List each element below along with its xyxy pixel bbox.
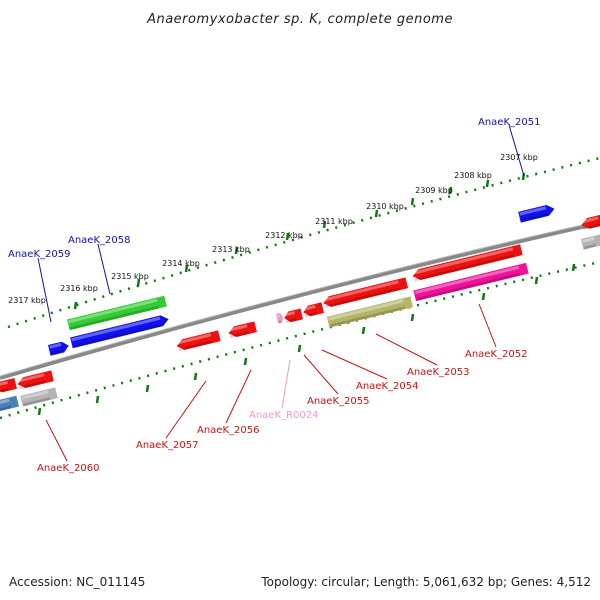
leader-line — [225, 369, 252, 424]
scale-tick — [243, 357, 248, 366]
genome-backbone — [0, 221, 600, 380]
gene-red-left — [0, 378, 17, 394]
gene-label[interactable]: AnaeK_2056 — [197, 425, 259, 436]
scale-tick — [234, 246, 239, 255]
gene-anaek-r0024 — [275, 312, 283, 324]
gene-anaek-2057a — [176, 330, 221, 352]
scale-tick — [410, 313, 415, 322]
gene-anaek-2055a — [303, 302, 325, 318]
scale-tick — [73, 301, 78, 310]
gene-anaek-2056a — [228, 321, 257, 339]
gene-label[interactable]: AnaeK_2055 — [307, 396, 369, 407]
scale-label: 2308 kbp — [454, 171, 492, 180]
scale-tick — [534, 276, 539, 285]
scale-label: 2315 kbp — [111, 272, 149, 281]
leader-line — [97, 243, 111, 295]
gene-red-edge — [581, 213, 600, 230]
scale-tick — [184, 264, 189, 273]
gene-gray-edge — [580, 234, 600, 250]
leader-line — [321, 349, 388, 380]
scale-tick — [285, 232, 290, 241]
gene-anaek-2053 — [326, 296, 414, 328]
gene-steel-left — [0, 395, 19, 413]
gene-anaek-2059 — [47, 341, 69, 356]
gene-anaek-2058 — [67, 295, 167, 331]
scale-tick — [136, 278, 141, 287]
accession-text: Accession: NC_011145 — [9, 575, 146, 589]
gene-anaek-2055b — [284, 308, 304, 323]
scale-label: 2313 kbp — [212, 245, 250, 254]
scale-tick — [448, 186, 453, 195]
gene-label[interactable]: AnaeK_2054 — [356, 381, 418, 392]
scale-label: 2317 kbp — [8, 296, 46, 305]
gene-label[interactable]: AnaeK_R0024 — [249, 410, 318, 421]
leader-line — [303, 354, 339, 395]
scale-tick — [361, 326, 366, 335]
leader-line — [165, 380, 207, 439]
scale-tick — [193, 372, 198, 381]
scale-tick — [571, 263, 576, 272]
gene-anaek-2054a — [323, 277, 409, 309]
scale-tick — [374, 209, 379, 218]
scale-label: 2314 kbp — [162, 259, 200, 268]
leader-line — [478, 303, 497, 348]
leader-line — [375, 333, 438, 366]
scale-label: 2312 kbp — [265, 231, 303, 240]
scale-tick — [481, 292, 486, 301]
scale-major-ticks — [37, 172, 576, 416]
scale-label: 2311 kbp — [315, 217, 353, 226]
gene-label[interactable]: AnaeK_2058 — [68, 235, 130, 246]
scale-tick — [485, 179, 490, 188]
genome-backbone-highlight — [0, 220, 600, 377]
scale-tick — [145, 384, 150, 393]
scale-tick — [410, 197, 415, 206]
scale-label: 2316 kbp — [60, 284, 98, 293]
leader-line — [508, 124, 525, 177]
map-title: Anaeromyxobacter sp. K, complete genome — [146, 12, 453, 27]
gene-labels: AnaeK_2051 AnaeK_2058 AnaeK_2059 AnaeK_2052… — [8, 117, 540, 474]
scale-label: 2310 kbp — [366, 202, 404, 211]
topology-text: Topology: circular; Length: 5,061,632 bp… — [261, 575, 591, 589]
gene-anaek-2052 — [413, 262, 529, 302]
gene-label[interactable]: AnaeK_2059 — [8, 249, 70, 260]
gene-anaek-2051 — [518, 205, 555, 223]
gene-features — [0, 205, 600, 413]
scale-tick — [95, 395, 100, 404]
gene-label[interactable]: AnaeK_2057 — [136, 440, 198, 451]
label-leader-lines — [37, 124, 525, 462]
gene-label[interactable]: AnaeK_2051 — [478, 117, 540, 128]
gene-anaek-2060a — [17, 370, 54, 390]
scale-tick — [297, 344, 302, 353]
scale-tick — [37, 407, 42, 416]
scale-tick — [322, 220, 327, 229]
leader-line — [37, 257, 52, 323]
gene-label[interactable]: AnaeK_2053 — [407, 367, 469, 378]
gene-label[interactable]: AnaeK_2052 — [465, 349, 527, 360]
scale-label: 2309 kbp — [415, 186, 453, 195]
leader-line — [281, 359, 291, 409]
gene-label[interactable]: AnaeK_2060 — [37, 463, 99, 474]
outer-scale-line — [7, 156, 600, 329]
leader-line — [45, 419, 68, 462]
gene-anaek-2060 — [20, 387, 58, 407]
gene-anaek-2058b — [70, 315, 169, 349]
gene-anaek-2052a — [412, 244, 523, 282]
